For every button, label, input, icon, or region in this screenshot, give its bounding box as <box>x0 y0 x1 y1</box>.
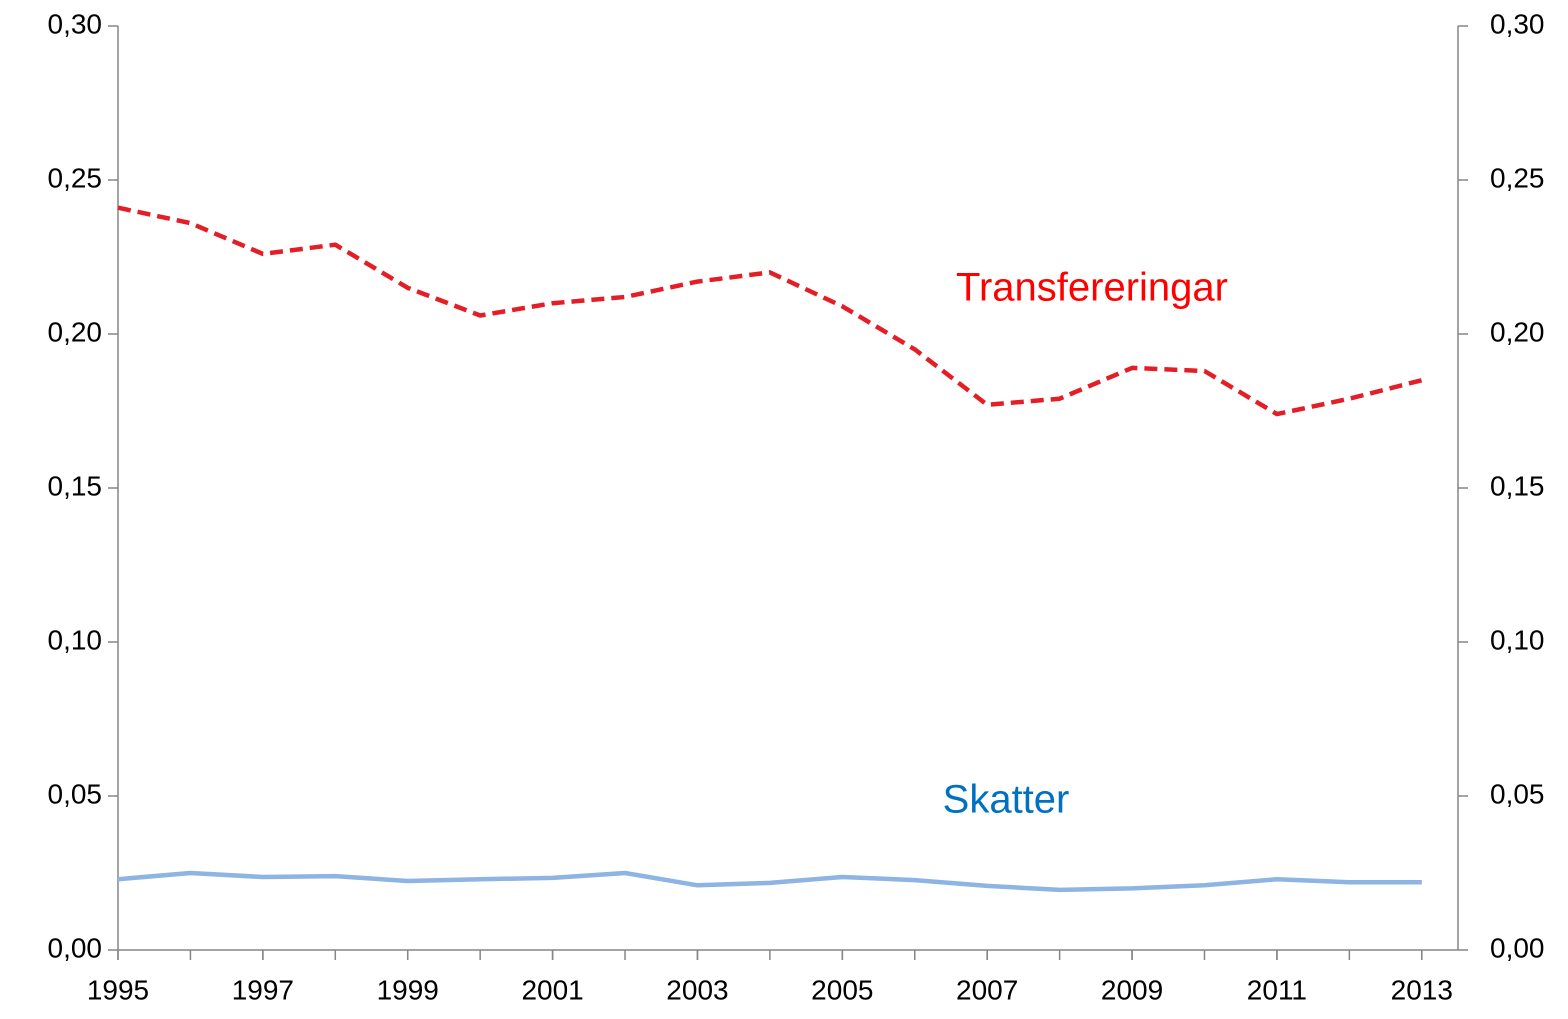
y-tick-label: 0,20 <box>48 316 103 347</box>
x-tick-label: 2003 <box>666 974 728 1005</box>
y2-tick-label: 0,10 <box>1490 624 1545 655</box>
y2-tick-label: 0,15 <box>1490 470 1545 501</box>
series-line <box>117 205 1423 417</box>
x-tick-label: 2005 <box>811 974 873 1005</box>
series-label: Skatter <box>943 778 1070 822</box>
y-tick-label: 0,30 <box>48 8 103 39</box>
series-label: Transfereringar <box>956 266 1228 310</box>
y-tick-label: 0,25 <box>48 162 103 193</box>
x-tick-label: 2001 <box>521 974 583 1005</box>
y2-tick-label: 0,30 <box>1490 8 1545 39</box>
x-tick-label: 2007 <box>956 974 1018 1005</box>
y-tick-label: 0,10 <box>48 624 103 655</box>
y2-tick-label: 0,00 <box>1490 932 1545 963</box>
x-tick-label: 1999 <box>377 974 439 1005</box>
x-tick-label: 1995 <box>87 974 149 1005</box>
y-tick-label: 0,00 <box>48 932 103 963</box>
x-tick-label: 2009 <box>1101 974 1163 1005</box>
x-tick-label: 2011 <box>1247 974 1307 1005</box>
y2-tick-label: 0,05 <box>1490 778 1545 809</box>
y2-tick-label: 0,25 <box>1490 162 1545 193</box>
y-tick-label: 0,15 <box>48 470 103 501</box>
y-tick-label: 0,05 <box>48 778 103 809</box>
y2-tick-label: 0,20 <box>1490 316 1545 347</box>
x-tick-label: 1997 <box>232 974 294 1005</box>
x-tick-label: 2013 <box>1391 974 1453 1005</box>
series-line <box>117 870 1422 893</box>
